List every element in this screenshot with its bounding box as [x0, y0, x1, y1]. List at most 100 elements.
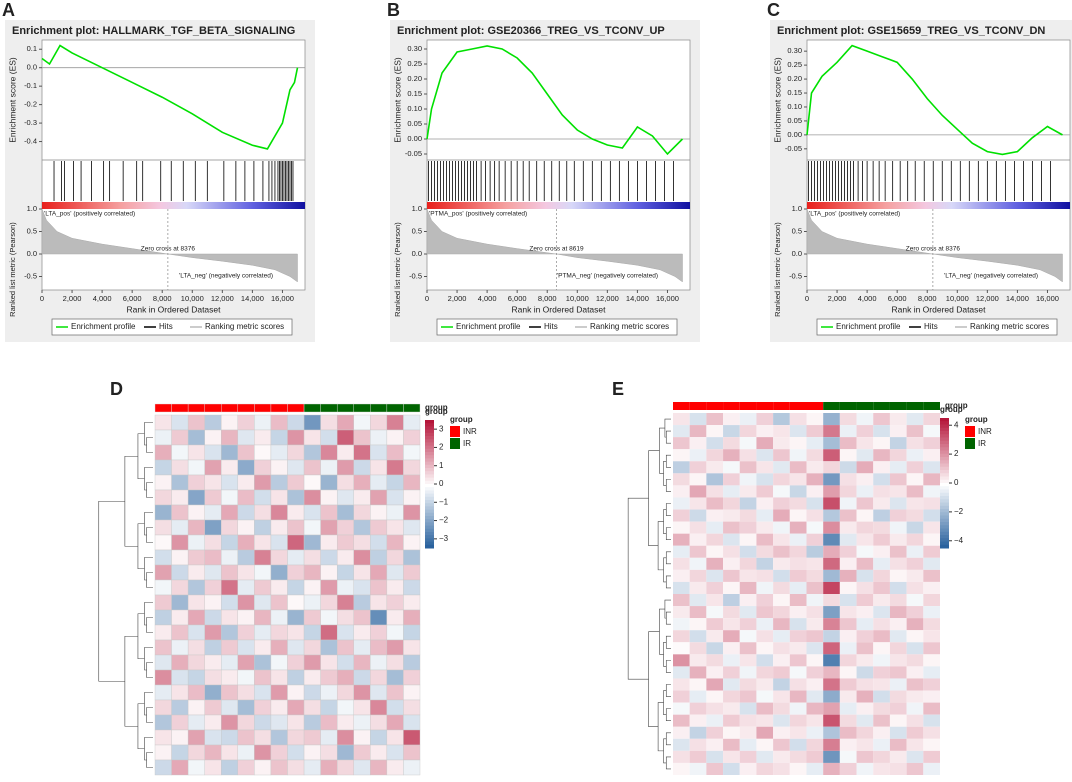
heatmap-cell — [806, 762, 824, 775]
x-tick-label: 4,000 — [858, 294, 877, 303]
heatmap-cell — [370, 414, 388, 431]
heatmap-cell — [221, 669, 239, 686]
heatmap-cell — [773, 702, 790, 715]
heatmap-cell — [353, 594, 371, 611]
heatmap-cell — [386, 759, 404, 776]
heatmap-cell — [723, 666, 740, 679]
heatmap-cell — [839, 594, 857, 607]
heatmap-cell — [789, 594, 807, 607]
annotation-cell — [873, 402, 890, 410]
heatmap-cell — [320, 684, 338, 701]
annotation-cell — [254, 403, 272, 413]
colorbar-segment — [940, 473, 949, 477]
heatmap-cell — [839, 449, 857, 462]
heatmap-cell — [154, 699, 172, 716]
legend-label: Ranking metric scores — [970, 322, 1049, 331]
heatmap-cell — [889, 509, 907, 522]
heatmap-cell — [923, 425, 940, 438]
heatmap-cell — [723, 642, 740, 655]
heatmap-cell — [823, 714, 840, 727]
legend-swatch — [450, 426, 460, 437]
heatmap-cell — [906, 666, 924, 679]
legend-swatch — [965, 426, 975, 437]
zero-cross-label: Zero cross at 8619 — [529, 246, 584, 253]
heatmap-cell — [353, 444, 371, 461]
dendrogram-branch — [144, 737, 153, 761]
annotation-cell — [237, 403, 255, 413]
heatmap-cell — [270, 504, 288, 521]
dendrogram-branch — [663, 641, 667, 667]
heatmap-cell — [823, 557, 840, 570]
heatmap-cell — [739, 654, 757, 667]
heatmap-cell — [823, 425, 840, 438]
heatmap-cell — [689, 413, 707, 426]
heatmap-cell — [154, 519, 172, 536]
colorbar-segment — [940, 424, 949, 429]
dendrogram-branch — [665, 708, 671, 721]
heatmap-cell — [403, 429, 421, 446]
heatmap-cell — [923, 750, 940, 763]
colorbar-segment — [940, 453, 949, 458]
heatmap-cell — [873, 557, 890, 570]
heatmap-cell — [187, 609, 205, 626]
heatmap-cell — [303, 414, 321, 431]
heatmap-cell — [221, 519, 239, 536]
heatmap-cell — [873, 762, 890, 775]
heatmap-cell — [221, 474, 239, 491]
heatmap-cell — [756, 750, 774, 763]
heatmap-cell — [287, 654, 305, 671]
heatmap-cell — [171, 519, 189, 536]
heatmap-cell — [386, 624, 404, 641]
heatmap-cell — [689, 461, 707, 474]
heatmap-cell — [204, 489, 222, 506]
colorbar-segment — [940, 541, 949, 546]
heatmap-cell — [723, 630, 740, 643]
colorbar-segment — [940, 509, 949, 513]
heatmap-cell — [336, 414, 354, 431]
heatmap-cell — [806, 461, 824, 474]
heatmap-cell — [756, 678, 774, 691]
dendrogram-branch — [665, 635, 671, 649]
heatmap-cell — [187, 699, 205, 716]
x-tick-label: 8,000 — [918, 294, 937, 303]
heatmap-cell — [287, 714, 305, 731]
heatmap-cell — [689, 509, 707, 522]
heatmap-cell — [353, 474, 371, 491]
heatmap-cell — [823, 642, 840, 655]
heatmap-cell — [287, 729, 305, 746]
colorbar-segment — [940, 476, 949, 481]
heatmap-cell — [254, 549, 272, 566]
heatmap-cell — [806, 750, 824, 763]
heatmap-cell — [773, 425, 790, 438]
heatmap-cell — [789, 654, 807, 667]
heatmap-cell — [806, 545, 824, 558]
heatmap-cell — [403, 549, 421, 566]
annotation-cell — [923, 402, 940, 410]
colorbar-segment — [425, 448, 434, 453]
heatmap-cell — [187, 444, 205, 461]
heatmap-cell — [187, 549, 205, 566]
heatmap-cell — [806, 521, 824, 534]
x-tick-label: 0 — [805, 294, 809, 303]
dendrogram-branch — [665, 454, 671, 468]
heatmap-cell — [673, 678, 690, 691]
heatmap-cell — [823, 437, 840, 450]
heatmap-cell — [873, 485, 890, 498]
rank-gradient-bar — [807, 202, 1070, 209]
heatmap-cell — [856, 594, 874, 607]
heatmap-cell — [287, 684, 305, 701]
heatmap-cell — [689, 521, 707, 534]
heatmap-cell — [204, 684, 222, 701]
heatmap-cell — [336, 444, 354, 461]
heatmap-cell — [739, 702, 757, 715]
heatmap-cell — [789, 509, 807, 522]
heatmap-cell — [873, 497, 890, 510]
panel-letter: C — [767, 0, 780, 20]
colorbar-segment — [425, 442, 434, 447]
legend-label: Hits — [544, 322, 558, 331]
heatmap-cell — [386, 744, 404, 761]
heatmap-cell — [906, 581, 924, 594]
heatmap-cell — [756, 630, 774, 643]
heatmap-cell — [370, 489, 388, 506]
heatmap-cell — [739, 413, 757, 426]
